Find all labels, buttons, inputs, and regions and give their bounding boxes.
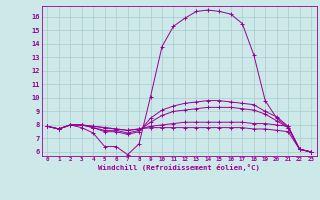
X-axis label: Windchill (Refroidissement éolien,°C): Windchill (Refroidissement éolien,°C) — [98, 164, 260, 171]
